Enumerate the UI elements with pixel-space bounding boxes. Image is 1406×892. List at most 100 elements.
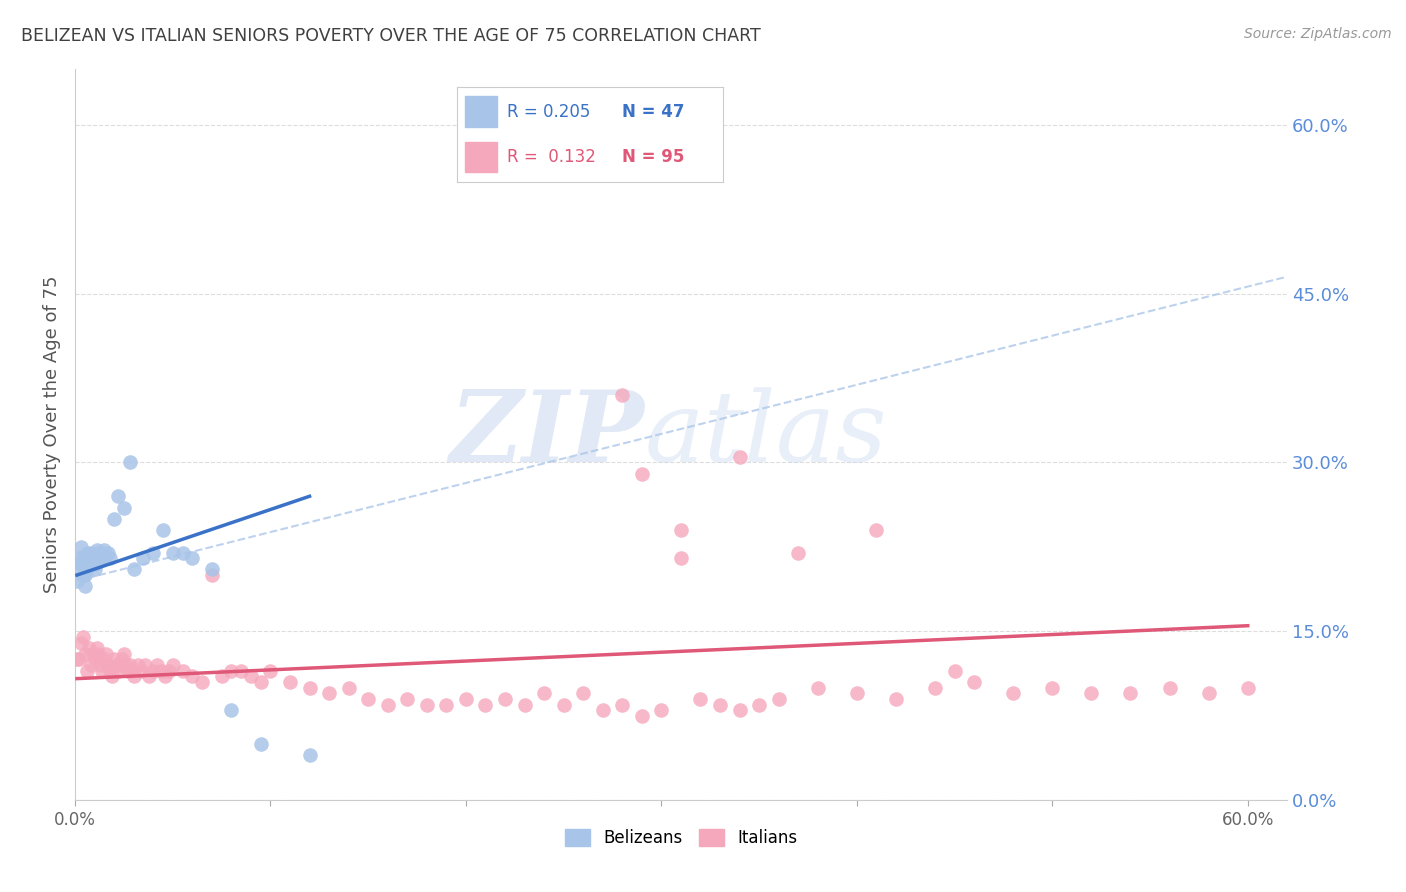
Text: atlas: atlas <box>644 387 887 482</box>
Point <box>146 658 169 673</box>
Point <box>669 551 692 566</box>
Point <box>1236 681 1258 695</box>
Point <box>72 630 94 644</box>
Point <box>474 698 496 712</box>
Point <box>89 551 111 566</box>
Point <box>98 664 121 678</box>
Y-axis label: Seniors Poverty Over the Age of 75: Seniors Poverty Over the Age of 75 <box>44 276 60 593</box>
Point <box>298 748 321 763</box>
Point <box>1198 686 1220 700</box>
Point <box>1119 686 1142 700</box>
Point <box>943 664 966 678</box>
Point <box>86 543 108 558</box>
Point <box>122 562 145 576</box>
Point <box>118 455 141 469</box>
Point <box>76 545 98 559</box>
Point <box>231 664 253 678</box>
Point <box>107 664 129 678</box>
Point <box>553 698 575 712</box>
Point <box>86 551 108 566</box>
Point <box>142 664 165 678</box>
Point <box>70 635 93 649</box>
Point <box>101 669 124 683</box>
Point <box>93 652 115 666</box>
Point <box>138 669 160 683</box>
Point <box>131 664 153 678</box>
Point <box>86 641 108 656</box>
Point <box>142 545 165 559</box>
Point <box>87 647 110 661</box>
Point <box>91 664 114 678</box>
Point <box>103 652 125 666</box>
Point <box>83 557 105 571</box>
Point <box>728 450 751 464</box>
Point <box>96 548 118 562</box>
Point <box>278 675 301 690</box>
Point <box>434 698 457 712</box>
Legend: Belizeans, Italians: Belizeans, Italians <box>558 822 804 854</box>
Point <box>1040 681 1063 695</box>
Point <box>191 675 214 690</box>
Point <box>963 675 986 690</box>
Point <box>111 652 134 666</box>
Point <box>112 647 135 661</box>
Point <box>884 692 907 706</box>
Point <box>114 658 136 673</box>
Point <box>377 698 399 712</box>
Text: ZIP: ZIP <box>450 386 644 483</box>
Point <box>73 568 96 582</box>
Point <box>105 658 128 673</box>
Point <box>172 664 194 678</box>
Point <box>87 551 110 566</box>
Point <box>513 698 536 712</box>
Point <box>1002 686 1025 700</box>
Point <box>117 664 139 678</box>
Point <box>93 551 115 566</box>
Point <box>67 562 90 576</box>
Point <box>592 703 614 717</box>
Point <box>318 686 340 700</box>
Point <box>83 652 105 666</box>
Point <box>132 551 155 566</box>
Point <box>73 579 96 593</box>
Point <box>924 681 946 695</box>
Point <box>77 557 100 571</box>
Point <box>630 467 652 481</box>
Point <box>709 698 731 712</box>
Point <box>337 681 360 695</box>
Point <box>845 686 868 700</box>
Point <box>416 698 439 712</box>
Point <box>768 692 790 706</box>
Point <box>89 548 111 562</box>
Point <box>67 652 90 666</box>
Point <box>89 658 111 673</box>
Point <box>79 545 101 559</box>
Point <box>494 692 516 706</box>
Point <box>748 698 770 712</box>
Point <box>67 551 90 566</box>
Point <box>103 512 125 526</box>
Point <box>150 664 173 678</box>
Point <box>172 545 194 559</box>
Point <box>669 523 692 537</box>
Point <box>127 658 149 673</box>
Point <box>76 664 98 678</box>
Point <box>97 658 120 673</box>
Point <box>181 551 204 566</box>
Point <box>239 669 262 683</box>
Point <box>79 658 101 673</box>
Point <box>91 545 114 559</box>
Point <box>689 692 711 706</box>
Point <box>650 703 672 717</box>
Point <box>787 545 810 559</box>
Point <box>87 545 110 559</box>
Point <box>96 647 118 661</box>
Point <box>107 489 129 503</box>
Point <box>157 664 180 678</box>
Point <box>201 562 224 576</box>
Point <box>612 388 634 402</box>
Point <box>865 523 887 537</box>
Point <box>72 568 94 582</box>
Point <box>152 523 174 537</box>
Point <box>77 641 100 656</box>
